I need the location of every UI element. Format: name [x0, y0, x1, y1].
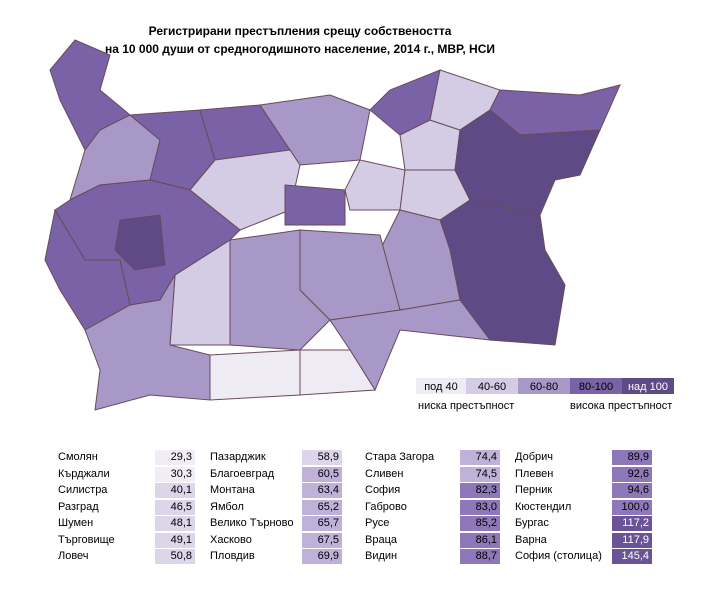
row-name: Разград	[58, 500, 99, 513]
row-value: 92,6	[612, 466, 652, 482]
legend-swatch	[622, 378, 674, 394]
row-name: Хасково	[210, 533, 252, 546]
row-value: 145,4	[612, 549, 652, 564]
row-name: Пловдив	[210, 550, 255, 562]
region	[344, 159, 406, 211]
row-value: 74,5	[460, 466, 500, 482]
legend-label: 40-60	[478, 381, 506, 393]
row-name: Благоевград	[210, 467, 275, 480]
row-value: 30,3	[155, 466, 195, 482]
row-name: Кърджали	[58, 467, 110, 480]
row-name: Монтана	[210, 484, 255, 496]
row-value: 50,8	[155, 549, 195, 564]
legend-caption: висока престъпност	[570, 400, 672, 412]
legend-label: 60-80	[530, 381, 558, 393]
row-name: София	[365, 484, 401, 496]
row-name: Кюстендил	[515, 500, 572, 513]
legend-swatch	[570, 378, 622, 394]
legend-caption: ниска престъпност	[418, 400, 514, 412]
region	[209, 349, 301, 401]
row-value: 85,2	[460, 516, 500, 531]
row-name: Шумен	[58, 517, 94, 529]
row-value: 83,0	[460, 499, 500, 515]
row-value: 40,1	[155, 483, 195, 498]
row-value: 89,9	[612, 450, 652, 465]
legend-label: над 100	[628, 381, 668, 393]
row-name: София (столица)	[515, 550, 602, 562]
row-name: Ямбол	[210, 500, 244, 513]
row-value: 29,3	[155, 450, 195, 465]
row-name: Варна	[515, 533, 547, 546]
row-value: 65,2	[302, 499, 342, 515]
row-value: 58,9	[302, 450, 342, 465]
row-name: Перник	[515, 484, 553, 496]
row-name: Търговище	[58, 533, 115, 546]
region	[84, 274, 211, 411]
row-value: 94,6	[612, 483, 652, 498]
region	[284, 184, 346, 226]
title-line: на 10 000 души от средногодишното населе…	[105, 42, 495, 56]
row-value: 65,7	[302, 516, 342, 531]
row-name: Бургас	[515, 517, 549, 529]
row-name: Сливен	[365, 467, 404, 480]
row-name: Габрово	[365, 500, 407, 513]
legend-label: под 40	[424, 381, 458, 393]
row-value: 82,3	[460, 483, 500, 498]
row-name: Русе	[365, 517, 390, 529]
row-value: 100,0	[612, 499, 652, 515]
row-value: 60,5	[302, 466, 342, 482]
row-name: Ловеч	[58, 550, 89, 562]
row-name: Смолян	[58, 451, 98, 463]
row-name: Видин	[365, 550, 398, 562]
row-value: 48,1	[155, 516, 195, 531]
row-value: 117,2	[612, 516, 652, 531]
regions	[44, 39, 621, 411]
row-value: 74,4	[460, 450, 500, 465]
legend-swatch	[466, 378, 518, 394]
row-name: Стара Загора	[365, 451, 435, 463]
row-value: 49,1	[155, 532, 195, 548]
row-value: 69,9	[302, 549, 342, 564]
region	[114, 214, 166, 271]
row-value: 63,4	[302, 483, 342, 498]
legend-swatch	[518, 378, 570, 394]
row-name: Добрич	[515, 451, 553, 463]
row-value: 88,7	[460, 549, 500, 564]
row-value: 86,1	[460, 532, 500, 548]
title-line: Регистрирани престъпления срещу собствен…	[149, 24, 452, 38]
row-name: Враца	[365, 533, 397, 546]
legend-label: 80-100	[579, 381, 613, 393]
row-name: Пазарджик	[210, 451, 266, 463]
legend-swatch	[416, 378, 466, 394]
row-name: Силистра	[58, 484, 108, 496]
row-value: 67,5	[302, 532, 342, 548]
row-value: 46,5	[155, 499, 195, 515]
map: Регистрирани престъпления срещу собствен…	[44, 24, 674, 412]
row-name: Плевен	[515, 467, 554, 480]
row-value: 117,9	[612, 532, 652, 548]
row-name: Велико Търново	[210, 517, 294, 529]
